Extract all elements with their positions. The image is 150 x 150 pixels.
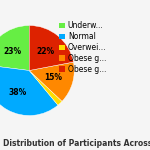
Wedge shape: [29, 62, 74, 101]
Text: Distribution of Participants Across BM: Distribution of Participants Across BM: [3, 140, 150, 148]
Text: 38%: 38%: [8, 88, 26, 97]
Wedge shape: [0, 26, 29, 70]
Wedge shape: [29, 70, 62, 105]
Legend: Underw..., Normal, Overwei..., Obese g..., Obese g...: Underw..., Normal, Overwei..., Obese g..…: [58, 20, 107, 75]
Wedge shape: [0, 65, 58, 116]
Wedge shape: [29, 26, 74, 70]
Text: 23%: 23%: [4, 47, 22, 56]
Text: 22%: 22%: [36, 47, 54, 56]
Text: 15%: 15%: [44, 73, 62, 82]
